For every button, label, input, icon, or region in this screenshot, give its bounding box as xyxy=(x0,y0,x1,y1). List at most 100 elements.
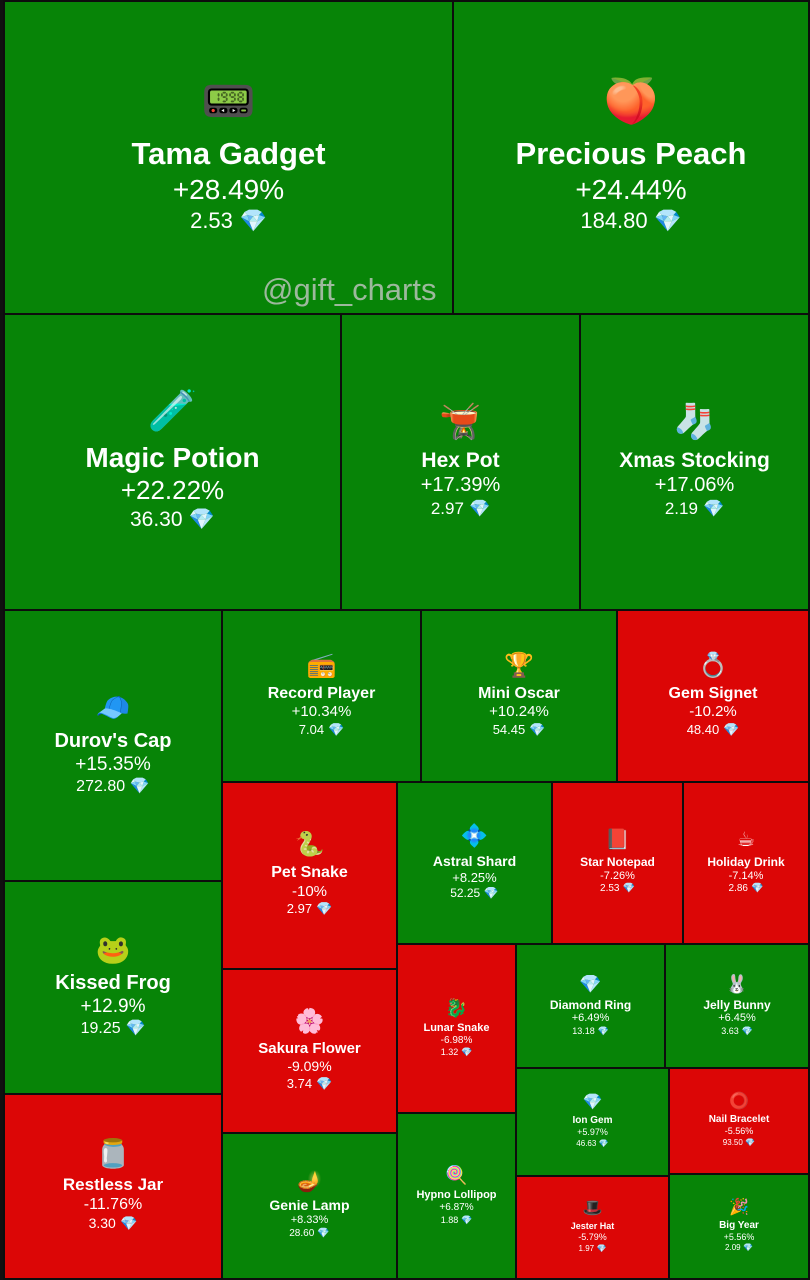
tile-price: 2.19 💎 xyxy=(665,498,724,519)
tile-name: Restless Jar xyxy=(62,1175,164,1195)
tile-price: 2.86 💎 xyxy=(729,883,764,896)
tile-kissed-frog: 🐸 Kissed Frog +12.9% 19.25 💎 xyxy=(3,880,223,1095)
tile-price: 48.40 💎 xyxy=(687,722,740,738)
price-value: 36.30 xyxy=(129,507,183,531)
tile-name: Jester Hat xyxy=(570,1221,615,1232)
price-value: 272.80 xyxy=(76,777,126,795)
tile-durov-s-cap: 🧢 Durov's Cap +15.35% 272.80 💎 xyxy=(3,609,223,882)
tile-change: +8.25% xyxy=(452,869,497,885)
tile-change: -7.14% xyxy=(728,869,764,882)
tile-change: +5.56% xyxy=(723,1231,755,1242)
price-value: 28.60 xyxy=(289,1227,315,1239)
diamond-icon: 💎 xyxy=(751,883,764,895)
tile-name: Durov's Cap xyxy=(54,730,172,753)
sakura-flower-icon: 🌸 xyxy=(294,1008,325,1036)
price-value: 2.53 xyxy=(190,208,233,234)
diamond-icon: 💎 xyxy=(461,1214,473,1225)
diamond-icon: 💎 xyxy=(129,777,150,795)
nail-bracelet-icon: ⭕ xyxy=(729,1093,749,1111)
tile-change: +15.35% xyxy=(75,754,151,776)
tile-jester-hat: 🎩 Jester Hat -5.79% 1.97 💎 xyxy=(515,1175,670,1280)
tile-gem-signet: 💍 Gem Signet -10.2% 48.40 💎 xyxy=(616,609,810,783)
price-value: 2.19 xyxy=(664,498,698,518)
diamond-icon: 💎 xyxy=(723,721,740,737)
tile-name: Astral Shard xyxy=(432,852,517,869)
notepad-icon: 📕 xyxy=(605,829,630,852)
tile-name: Ion Gem xyxy=(572,1115,613,1127)
tile-price: 272.80 💎 xyxy=(76,777,150,797)
tile-name: Hypno Lollipop xyxy=(416,1189,497,1202)
tile-change: +12.9% xyxy=(80,996,146,1018)
tile-name: Xmas Stocking xyxy=(619,448,770,472)
lunar-snake-icon: 🐉 xyxy=(445,997,468,1018)
diamond-icon: 💎 xyxy=(654,208,682,234)
price-value: 48.40 xyxy=(686,721,720,737)
diamond-icon: 💎 xyxy=(745,1137,756,1147)
diamond-icon: 💎 xyxy=(317,1227,330,1239)
tile-sakura-flower: 🌸 Sakura Flower -9.09% 3.74 💎 xyxy=(221,968,398,1134)
tile-price: 93.50 💎 xyxy=(723,1138,755,1148)
tile-change: +8.33% xyxy=(290,1213,329,1226)
watermark: @gift_charts xyxy=(262,272,437,307)
tile-magic-potion: 🧪 Magic Potion +22.22% 36.30 💎 xyxy=(3,313,342,611)
tile-nail-bracelet: ⭕ Nail Bracelet -5.56% 93.50 💎 xyxy=(668,1067,810,1175)
tile-change: +5.97% xyxy=(577,1127,608,1138)
tile-name: Star Notepad xyxy=(580,855,655,870)
jester-hat-icon: 🎩 xyxy=(582,1200,603,1218)
price-value: 184.80 xyxy=(580,208,648,234)
ion-gem-icon: 💎 xyxy=(582,1094,603,1112)
price-value: 52.25 xyxy=(450,886,481,901)
tile-price: 19.25 💎 xyxy=(81,1019,146,1039)
tile-change: -5.79% xyxy=(578,1232,607,1243)
tile-change: -5.56% xyxy=(724,1126,754,1137)
tile-change: +10.24% xyxy=(489,703,549,721)
lollipop-icon: 🍭 xyxy=(445,1165,468,1186)
diamond-icon: 💎 xyxy=(316,1075,333,1091)
tile-change: -6.98% xyxy=(440,1034,473,1046)
cauldron-icon: 🫕 xyxy=(439,402,482,441)
tile-lunar-snake: 🐉 Lunar Snake -6.98% 1.32 💎 xyxy=(396,943,517,1114)
price-value: 19.25 xyxy=(80,1019,121,1037)
tile-price: 1.32 💎 xyxy=(441,1047,472,1058)
potion-bottle-icon: 🧪 xyxy=(147,388,198,433)
tile-price: 46.63 💎 xyxy=(576,1139,608,1149)
tile-change: +10.34% xyxy=(291,703,352,721)
crystal-shard-icon: 💠 xyxy=(460,822,489,848)
diamond-icon: 💎 xyxy=(483,886,499,901)
diamond-icon: 💎 xyxy=(597,1025,609,1036)
tile-astral-shard: 💠 Astral Shard +8.25% 52.25 💎 xyxy=(396,781,553,945)
tile-precious-peach: 🍑 Precious Peach +24.44% 184.80 💎 xyxy=(452,0,810,315)
genie-lamp-icon: 🪔 xyxy=(297,1170,322,1193)
tamagotchi-icon: 📟 xyxy=(201,77,256,127)
tile-name: Kissed Frog xyxy=(55,972,171,995)
tile-change: +17.06% xyxy=(654,473,735,496)
tile-ion-gem: 💎 Ion Gem +5.97% 46.63 💎 xyxy=(515,1067,670,1177)
tile-change: -10.2% xyxy=(689,703,737,721)
tile-price: 3.74 💎 xyxy=(287,1076,332,1092)
price-value: 1.97 xyxy=(578,1243,595,1253)
tile-name: Lunar Snake xyxy=(423,1021,490,1034)
tile-price: 184.80 💎 xyxy=(580,207,681,235)
tile-price: 54.45 💎 xyxy=(493,722,546,738)
price-value: 1.88 xyxy=(440,1214,459,1225)
diamond-icon: 💎 xyxy=(703,498,725,518)
cap-icon: 🧢 xyxy=(95,692,131,724)
tile-restless-jar: 🫙 Restless Jar -11.76% 3.30 💎 xyxy=(3,1093,223,1280)
tile-jelly-bunny: 🐰 Jelly Bunny +6.45% 3.63 💎 xyxy=(664,943,810,1069)
record-player-icon: 📻 xyxy=(306,651,337,679)
tile-hypno-lollipop: 🍭 Hypno Lollipop +6.87% 1.88 💎 xyxy=(396,1112,517,1280)
diamond-icon: 💎 xyxy=(239,208,267,234)
tile-name: Genie Lamp xyxy=(269,1196,350,1213)
price-value: 54.45 xyxy=(492,721,526,737)
tile-change: -10% xyxy=(291,882,328,900)
tile-change: +6.87% xyxy=(439,1202,474,1214)
diamond-icon: 💎 xyxy=(743,1243,753,1253)
tile-name: Mini Oscar xyxy=(478,684,560,702)
signet-ring-icon: 💍 xyxy=(698,651,728,679)
tile-name: Pet Snake xyxy=(271,864,348,882)
big-year-icon: 🎉 xyxy=(729,1198,749,1216)
diamond-icon: 💎 xyxy=(461,1047,473,1058)
tile-name: Diamond Ring xyxy=(549,997,632,1012)
tile-name: Jelly Bunny xyxy=(703,997,771,1012)
